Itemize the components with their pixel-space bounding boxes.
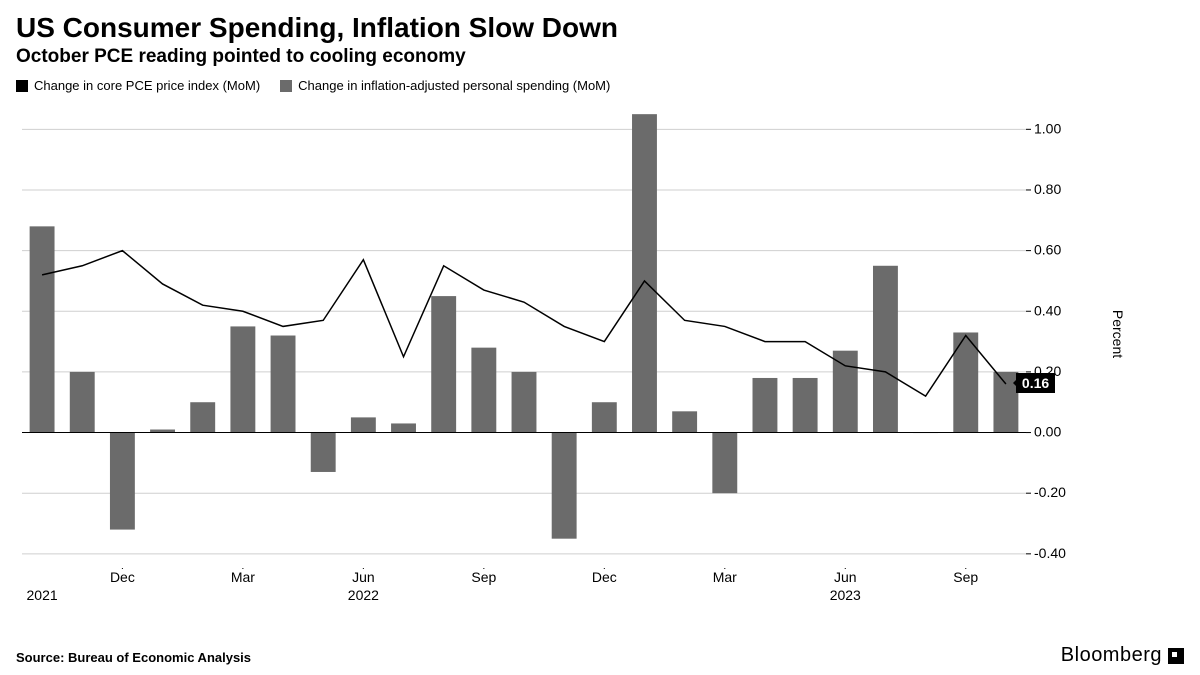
bar	[391, 423, 416, 432]
y-tick-label: -0.20	[1034, 484, 1066, 500]
x-tick-month: Mar	[231, 569, 255, 585]
x-tick-month: Jun	[352, 569, 375, 585]
bar	[351, 417, 376, 432]
x-tick-month: Mar	[713, 569, 737, 585]
bar	[30, 226, 55, 432]
legend-item-bar: Change in inflation-adjusted personal sp…	[280, 78, 610, 93]
legend-item-line: Change in core PCE price index (MoM)	[16, 78, 260, 93]
chart-area: -0.40-0.200.000.200.400.600.801.000.16	[16, 99, 1076, 569]
bar	[190, 402, 215, 432]
bar	[230, 326, 255, 432]
x-tick-month: Sep	[953, 569, 978, 585]
brand-icon	[1168, 648, 1184, 664]
legend-swatch-line	[16, 80, 28, 92]
x-tick-month: Dec	[110, 569, 135, 585]
y-tick-label: 0.80	[1034, 181, 1061, 197]
y-tick-label: 0.40	[1034, 302, 1061, 318]
bar	[552, 433, 577, 539]
legend-label-bar: Change in inflation-adjusted personal sp…	[298, 78, 610, 93]
brand-logo: Bloomberg	[1061, 644, 1184, 667]
y-axis-label: Percent	[1110, 310, 1126, 358]
y-tick-label: 0.00	[1034, 424, 1061, 440]
x-tick-year: 2022	[348, 587, 379, 603]
y-tick-label: 0.60	[1034, 242, 1061, 258]
bar	[592, 402, 617, 432]
x-tick-month: Sep	[471, 569, 496, 585]
bar	[431, 296, 456, 432]
bar	[873, 266, 898, 433]
bar	[793, 378, 818, 433]
legend-swatch-bar	[280, 80, 292, 92]
legend-label-line: Change in core PCE price index (MoM)	[34, 78, 260, 93]
source-text: Source: Bureau of Economic Analysis	[16, 650, 251, 665]
x-tick-month: Dec	[592, 569, 617, 585]
bar	[753, 378, 778, 433]
y-tick-label: -0.40	[1034, 545, 1066, 561]
bar	[110, 433, 135, 530]
bar	[271, 336, 296, 433]
chart-subtitle: October PCE reading pointed to cooling e…	[16, 46, 1184, 68]
brand-text: Bloomberg	[1061, 644, 1162, 667]
bar	[512, 372, 537, 433]
bar	[311, 433, 336, 472]
bar	[833, 351, 858, 433]
bar	[712, 433, 737, 494]
bar	[70, 372, 95, 433]
bar	[632, 114, 657, 432]
chart-title: US Consumer Spending, Inflation Slow Dow…	[16, 12, 1184, 44]
value-callout: 0.16	[1016, 373, 1055, 393]
bar	[471, 348, 496, 433]
y-tick-label: 1.00	[1034, 120, 1061, 136]
bar	[672, 411, 697, 432]
x-tick-month: Jun	[834, 569, 857, 585]
x-tick-year: 2023	[830, 587, 861, 603]
legend: Change in core PCE price index (MoM) Cha…	[16, 78, 1184, 93]
x-tick-year: 2021	[27, 587, 58, 603]
x-axis-ticks: Dec Mar Jun Sep Dec Mar Jun Sep 2021 2022 2023	[16, 569, 1076, 609]
